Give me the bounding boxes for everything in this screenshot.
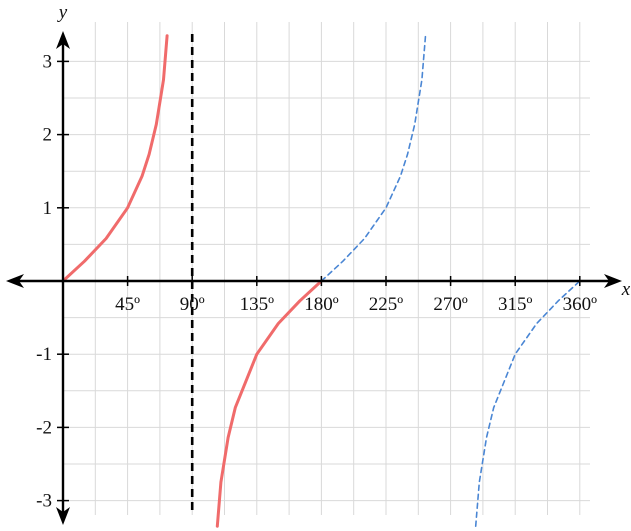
x-tick-label: 225º (369, 294, 404, 315)
y-tick-label: -2 (36, 417, 52, 438)
tick-labels: 45º 90º 135º 180º 225º 270º 315º 360º 3 2 1 -1 -2 -3 y… (36, 2, 631, 512)
axes (6, 31, 622, 525)
y-tick-label: -3 (36, 491, 52, 512)
y-axis-label: y (57, 2, 68, 23)
x-axis-left-arrow-icon (6, 274, 24, 288)
dashed-tangent-branch-3 (320, 35, 427, 282)
y-tick-label: 3 (43, 51, 53, 72)
x-tick-label: 90º (180, 294, 205, 315)
x-tick-label: 135º (240, 294, 275, 315)
dashed-tangent-branch-4 (474, 280, 581, 527)
y-tick-label: 1 (43, 198, 53, 219)
x-tick-label: 360º (563, 294, 598, 315)
y-tick-label: 2 (43, 125, 53, 146)
grid (63, 22, 590, 515)
x-tick-label: 315º (498, 294, 533, 315)
x-tick-label: 45º (115, 294, 140, 315)
x-axis-right-arrow-icon (604, 274, 622, 288)
x-tick-label: 270º (433, 294, 468, 315)
x-tick-label: 180º (304, 294, 339, 315)
y-tick-label: -1 (36, 344, 52, 365)
y-axis-top-arrow-icon (56, 31, 70, 49)
curves (61, 34, 581, 528)
solid-tangent-branch-2 (215, 279, 323, 528)
y-axis-bottom-arrow-icon (56, 507, 70, 525)
solid-tangent-branch-1 (61, 34, 169, 283)
x-axis-label: x (621, 279, 631, 300)
